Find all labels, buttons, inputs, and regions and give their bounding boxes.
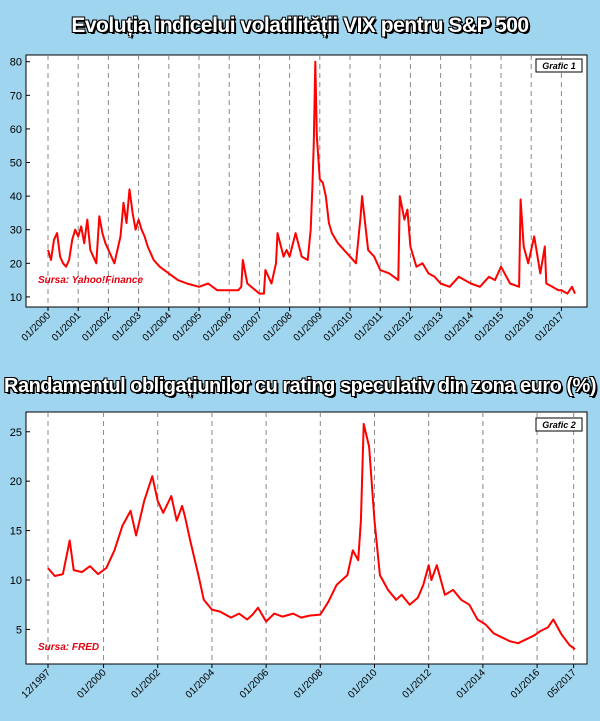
y-tick-label: 20 [10,258,22,270]
y-tick-label: 15 [10,526,22,538]
y-tick-label: 5 [16,624,22,636]
chart1-title: Evoluția indicelui volatilității VIX pen… [71,14,529,37]
chart1-x-axis: 01/200001/200101/200201/200301/200401/20… [20,307,567,344]
y-tick-label: 25 [10,427,22,439]
chart2-grid [47,412,575,664]
chart1-source: Sursa: Yahoo!Finance [38,275,143,286]
y-tick-label: 30 [10,225,22,237]
chart2-source: Sursa: FRED [38,642,99,653]
chart2-x-axis: 12/1997 01/2000 01/2002 01/2004 01/2006 01/20… [20,664,579,701]
x-tick-label: 01/2002 [130,667,164,701]
y-tick-label: 70 [10,90,22,102]
x-tick-label: 01/2006 [201,310,235,344]
x-tick-label: 01/2016 [503,310,537,344]
chart1-label-box [535,58,583,73]
y-tick-label: 80 [10,57,22,69]
chart1-series-line [47,60,576,295]
y-tick-label: 20 [10,476,22,488]
x-tick-label: 01/2017 [533,310,567,344]
x-tick-label: 01/2000 [20,310,54,344]
x-tick-label: 01/2015 [473,310,507,344]
y-tick-label: 10 [10,292,22,304]
x-tick-label: 01/2014 [443,310,477,344]
x-tick-label: 01/2011 [353,310,386,343]
x-tick-label: 01/2004 [141,310,175,344]
y-tick-label: 10 [10,575,22,587]
x-tick-label: 01/2010 [346,667,380,701]
chart1-plot-area [25,54,588,308]
x-tick-label: 01/2008 [261,310,295,344]
chart2-eurozone-junk-bond-yield: 5 10 15 20 25 12/1997 01/2000 01/2002 01/2004 01… [10,411,588,701]
x-tick-label: 01/2014 [455,667,489,701]
x-tick-label: 01/2003 [110,310,144,344]
chart2-label-box [535,417,583,432]
x-tick-label: 01/2006 [238,667,272,701]
x-tick-label: 01/2009 [292,310,326,344]
chart1-grid [47,55,562,307]
y-tick-label: 40 [10,191,22,203]
x-tick-label: 01/2005 [171,310,205,344]
chart2-title: Randamentul obligațiunilor cu rating spe… [4,375,597,397]
y-tick-label: 50 [10,158,22,170]
x-tick-label: 01/2012 [400,667,434,701]
x-tick-label: 01/2016 [509,667,543,701]
x-tick-label: 01/2008 [292,667,326,701]
chart1-label: Grafic 1 [542,61,576,71]
chart1-y-axis: 10 20 30 40 50 60 70 80 [10,57,30,304]
chart2-y-axis: 5 10 15 20 25 [10,427,30,636]
x-tick-label: 01/2001 [50,310,84,344]
x-tick-label: 12/1997 [20,667,54,701]
x-tick-label: 01/2012 [382,310,416,344]
chart2-label: Grafic 2 [542,420,576,430]
chart2-plot-area [25,411,588,665]
x-tick-label: 01/2010 [322,310,356,344]
y-tick-label: 60 [10,124,22,136]
x-tick-label: 01/2013 [412,310,446,344]
x-tick-label: 01/2004 [184,667,218,701]
chart2-series-line [47,422,576,651]
x-tick-label: 05/2017 [545,667,579,701]
x-tick-label: 01/2007 [231,310,265,344]
x-tick-label: 01/2002 [80,310,114,344]
x-tick-label: 01/2000 [75,667,109,701]
